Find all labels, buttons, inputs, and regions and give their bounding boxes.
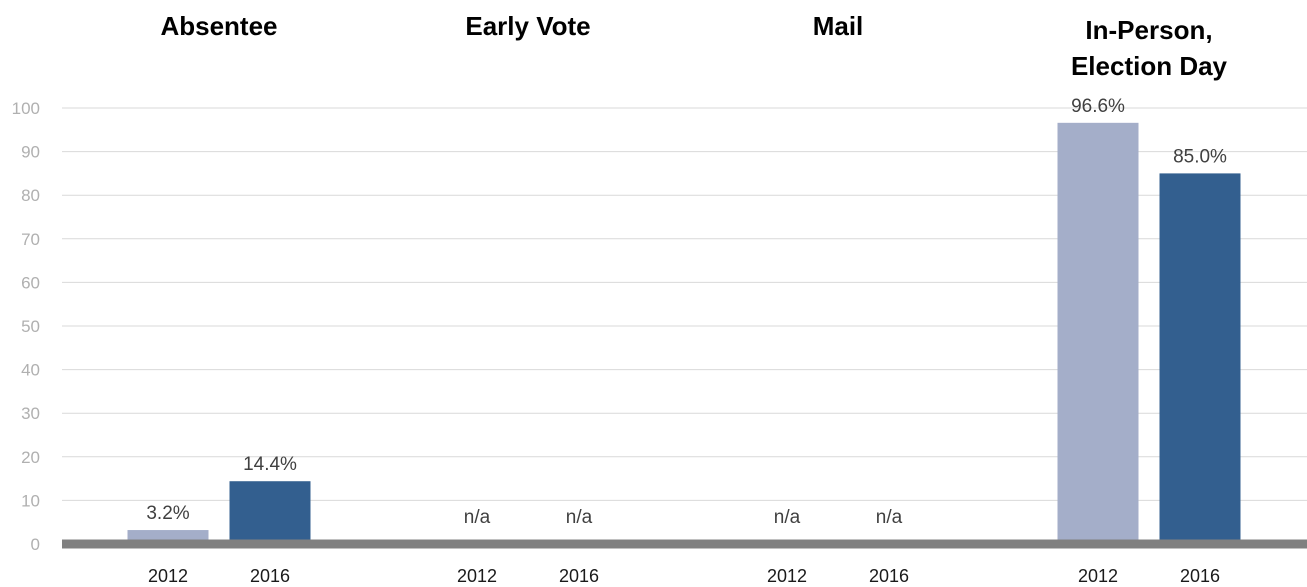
y-tick-label: 60 <box>21 273 40 292</box>
data-label: n/a <box>774 507 801 528</box>
x-tick-label: 2016 <box>250 566 290 586</box>
x-tick-label: 2016 <box>869 566 909 586</box>
x-tick-label: 2016 <box>1180 566 1220 586</box>
category-title: Mail <box>813 11 864 41</box>
category-title: In-Person, <box>1085 15 1212 45</box>
data-label: 96.6% <box>1071 96 1125 117</box>
category-titles: Absentee Early Vote Mail In-Person, Election… <box>160 11 1227 81</box>
y-tick-label: 10 <box>21 491 40 510</box>
bar <box>1057 122 1139 544</box>
y-tick-label: 100 <box>12 99 40 118</box>
x-tick-label: 2016 <box>559 566 599 586</box>
bar <box>1159 173 1241 544</box>
y-tick-label: 50 <box>21 317 40 336</box>
data-labels: 3.2% 14.4% n/a n/a n/a n/a 96.6% 85.0% <box>146 96 1227 528</box>
data-label: n/a <box>464 507 491 528</box>
x-tick-label: 2012 <box>1078 566 1118 586</box>
x-tick-label: 2012 <box>457 566 497 586</box>
y-tick-label: 70 <box>21 230 40 249</box>
y-tick-label: 40 <box>21 361 40 380</box>
y-axis-ticks: 0 10 20 30 40 50 60 70 80 90 100 <box>12 99 40 554</box>
data-label: n/a <box>876 507 903 528</box>
x-tick-label: 2012 <box>767 566 807 586</box>
data-label: 3.2% <box>146 503 189 524</box>
category-title: Absentee <box>160 11 277 41</box>
grid-lines <box>62 107 1307 501</box>
category-title: Election Day <box>1071 51 1228 81</box>
data-label: n/a <box>566 507 593 528</box>
x-tick-label: 2012 <box>148 566 188 586</box>
y-tick-label: 20 <box>21 448 40 467</box>
bar <box>229 481 311 544</box>
y-tick-label: 80 <box>21 186 40 205</box>
data-label: 85.0% <box>1173 146 1227 167</box>
data-label: 14.4% <box>243 454 297 475</box>
y-tick-label: 90 <box>21 143 40 162</box>
x-axis-ticks: 2012 2016 2012 2016 2012 2016 2012 2016 <box>148 566 1220 586</box>
y-tick-label: 30 <box>21 404 40 423</box>
y-tick-label: 0 <box>31 535 40 554</box>
category-title: Early Vote <box>465 11 590 41</box>
bars <box>127 122 1241 544</box>
